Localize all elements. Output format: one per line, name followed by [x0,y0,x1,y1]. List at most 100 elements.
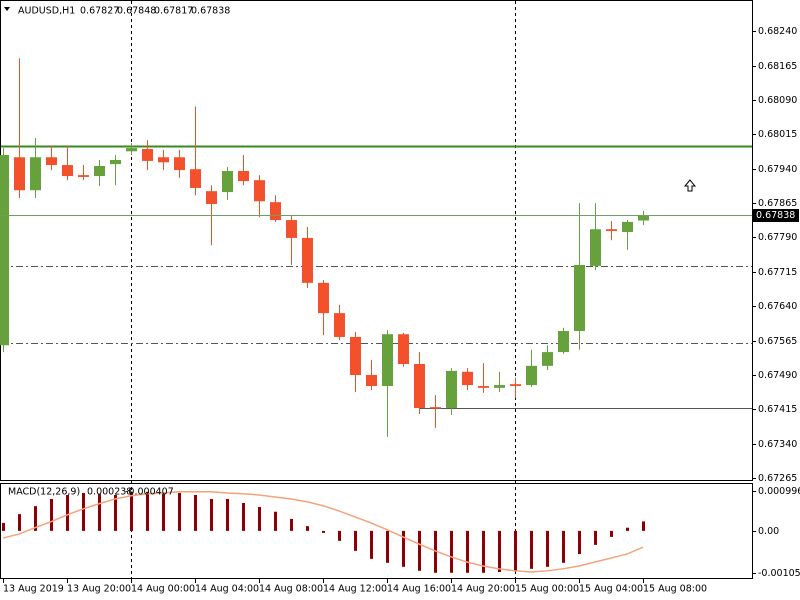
candle-body [542,352,553,366]
x-tick-label: 14 Aug 16:00 [387,584,451,595]
y-tick-label: 0.67865 [758,198,797,209]
macd-bar [498,530,501,573]
macd-bar [610,530,613,537]
header-high: 0.67848 [117,6,156,17]
candle-body [414,364,425,409]
macd-bar [130,491,133,531]
x-tick-label: 15 Aug 08:00 [643,584,707,595]
candle-body [302,237,313,283]
candle-body [622,221,633,232]
macd-signal-value: -0.000407 [125,487,174,498]
macd-bar [418,530,421,571]
macd-title: MACD(12,26,9) [8,487,80,498]
macd-bar [370,530,373,559]
candle-body [494,385,505,388]
candle-body [174,157,185,171]
y-tick-label: 0.67265 [758,473,797,484]
candle-body [606,229,617,232]
x-tick-label: 14 Aug 20:00 [451,584,515,595]
y-tick-label: 0.68090 [758,95,797,106]
candle-body [270,202,281,221]
macd-bar [66,494,69,531]
candle-body [366,375,377,387]
candle-body [382,334,393,387]
x-tick-label: 14 Aug 08:00 [259,584,323,595]
macd-bar [146,491,149,531]
candle-body [222,171,233,193]
candle-body [638,215,649,221]
macd-bar [2,522,5,531]
macd-bar [194,494,197,531]
candle-body [94,165,105,177]
candle-body [14,157,25,191]
arrow-icon [683,179,697,192]
macd-bar [450,530,453,573]
x-tick-label: 14 Aug 12:00 [323,584,387,595]
macd-bar [354,530,357,551]
candle-body [430,407,441,409]
macd-bar [34,506,37,531]
x-tick-label: 14 Aug 00:00 [131,584,195,595]
y-tick-label: 0.67715 [758,267,797,278]
macd-bar [82,492,85,531]
y-tick-label: -0.001056 [758,568,800,579]
y-tick-label: 0.67565 [758,336,797,347]
candle-body [462,371,473,386]
x-tick-label: 15 Aug 00:00 [515,584,579,595]
candle-body [334,313,345,337]
header-close: 0.67838 [191,6,230,17]
candle-body [206,191,217,205]
candle-body [142,148,153,161]
macd-bar [210,498,213,531]
x-tick-label: 13 Aug 2019 [3,584,64,595]
candle-body [158,157,169,163]
macd-bar [114,494,117,531]
macd-bar [626,527,629,531]
bid-label-box [752,209,799,222]
y-tick-label: 0.67340 [758,439,797,450]
candle-body [558,331,569,353]
macd-bar [482,530,485,573]
y-tick-label: 0.68165 [758,61,797,72]
candle-body [286,220,297,238]
candle-body [62,165,73,177]
candle-body [0,154,9,346]
candle-body [110,160,121,165]
x-tick-label: 14 Aug 04:00 [195,584,259,595]
y-tick-label: 0.000996 [758,486,800,497]
macd-bar [514,530,517,571]
macd-bar [178,492,181,531]
candle-body [398,334,409,365]
macd-bar [242,502,245,531]
macd-bar [50,498,53,531]
macd-bar [226,498,229,531]
candle-body [446,370,457,409]
macd-bar [306,526,309,531]
signal-line [2,491,644,573]
candle-body [190,169,201,188]
y-tick-label: 0.67940 [758,164,797,175]
macd-bar [338,530,341,541]
macd-bar [578,530,581,555]
macd-bar [530,530,533,569]
y-tick-label: 0.68015 [758,129,797,140]
candle-body [526,365,537,386]
macd-bar [434,530,437,573]
candle-body [46,157,57,166]
bid-label: 0.67838 [756,210,795,221]
candle-body [350,336,361,376]
x-tick-label: 13 Aug 20:00 [67,584,131,595]
y-tick-label: 0.67640 [758,301,797,312]
macd-bar [546,530,549,567]
macd-bar [18,514,21,531]
macd-bar [562,530,565,563]
macd-bar [322,530,325,533]
macd-bar [466,530,469,573]
candle-body [78,175,89,177]
candle-body [590,229,601,266]
y-tick-label: 0.67415 [758,404,797,415]
menu-triangle[interactable] [4,7,10,11]
y-tick-label: 0.00 [758,526,779,537]
macd-hist-value: 0.000238 [87,487,132,498]
